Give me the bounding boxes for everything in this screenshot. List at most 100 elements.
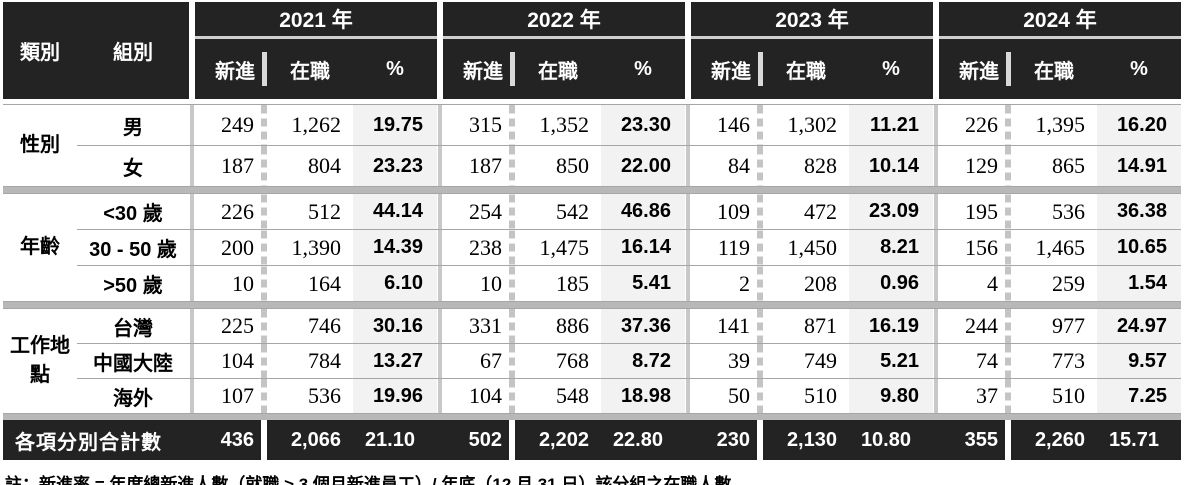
data-cell-percent: 9.57 [1097,343,1181,379]
data-cell-percent: 44.14 [353,193,437,230]
data-cell-percent: 18.98 [601,378,685,414]
table-row-china: 中國大陸 104 784 13.27 67 768 8.72 39 749 5.… [3,343,1181,379]
data-cell: 1,390 [267,229,353,266]
data-cell: 1,395 [1011,104,1097,146]
data-cell: 746 [267,308,353,344]
table-row-30to50: 30 - 50 歲 200 1,390 14.39 238 1,475 16.1… [3,229,1181,266]
data-cell: 472 [763,193,849,230]
data-cell: 225 [195,308,261,344]
data-cell: 1,465 [1011,229,1097,266]
data-cell: 208 [763,265,849,302]
data-cell: 1,475 [515,229,601,266]
data-cell: 1,262 [267,104,353,146]
data-cell-percent: 24.97 [1097,308,1181,344]
category-column-header: 類別 [20,42,60,64]
section-divider [3,413,1181,420]
data-cell: 804 [267,145,353,187]
data-cell: 37 [939,378,1005,414]
group-cell: 台灣 [77,308,189,344]
year-block-gap [189,2,195,99]
year-block-gap [933,2,939,99]
data-cell: 10 [195,265,261,302]
table-row-male: 性別 男 249 1,262 19.75 315 1,352 23.30 146… [3,104,1181,187]
data-cell: 4 [939,265,1005,302]
data-cell: 1,352 [515,104,601,146]
data-cell: 195 [939,193,1005,230]
header-sub-row: 新進 在職 % 新進 在職 % 新進 在職 % 新進 在職 % [3,37,1181,99]
data-cell: 315 [443,104,509,146]
total-cell: 230 [691,420,757,460]
group-cell: <30 歲 [77,193,189,230]
data-cell: 146 [691,104,757,146]
data-cell-percent: 22.00 [601,145,685,187]
data-cell: 104 [195,343,261,379]
category-cell-location: 工作地點 [3,308,77,414]
group-column-header: 組別 [113,42,153,64]
table-row-over50: >50 歲 10 164 6.10 10 185 5.41 2 208 0.96… [3,265,1181,302]
data-cell-percent: 23.09 [849,193,933,230]
data-cell: 185 [515,265,601,302]
table-row-taiwan: 工作地點 台灣 225 746 30.16 331 886 37.36 141 … [3,308,1181,414]
data-cell: 226 [939,104,1005,146]
data-cell: 238 [443,229,509,266]
data-cell-percent: 7.25 [1097,378,1181,414]
totals-row: 各項分別合計數 436 2,066 21.10 502 2,202 22.80 … [3,420,1181,460]
data-cell: 104 [443,378,509,414]
data-cell: 773 [1011,343,1097,379]
group-cell: >50 歲 [77,265,189,302]
data-cell: 109 [691,193,757,230]
subheader-new-hires: 新進 [195,37,261,99]
data-cell: 129 [939,145,1005,187]
subheader-employed: 在職 [1011,37,1097,99]
data-cell: 542 [515,193,601,230]
total-cell: 21.10 [353,420,437,460]
data-cell: 119 [691,229,757,266]
total-cell: 2,130 [763,420,849,460]
year-header-2022: 2022 年 [443,2,685,39]
subheader-divider [1005,37,1011,99]
group-cell: 男 [77,104,189,146]
data-cell: 548 [515,378,601,414]
table-row-under30: 年齡 <30 歲 226 512 44.14 254 542 46.86 109… [3,193,1181,302]
data-cell-percent: 5.41 [601,265,685,302]
data-cell-percent: 10.14 [849,145,933,187]
data-cell-percent: 23.30 [601,104,685,146]
subheader-percent: % [1097,37,1181,99]
data-cell-percent: 23.23 [353,145,437,187]
data-cell-percent: 6.10 [353,265,437,302]
section-divider [3,186,1181,194]
data-cell: 156 [939,229,1005,266]
subheader-new-hires: 新進 [691,37,757,99]
group-cell: 海外 [77,378,189,414]
data-cell: 536 [1011,193,1097,230]
year-header-2023: 2023 年 [691,2,933,39]
data-cell: 74 [939,343,1005,379]
data-cell-percent: 16.20 [1097,104,1181,146]
subheader-percent: % [353,37,437,99]
subheader-new-hires: 新進 [939,37,1005,99]
data-cell: 67 [443,343,509,379]
total-cell: 10.80 [849,420,933,460]
data-cell-percent: 19.75 [353,104,437,146]
data-cell: 107 [195,378,261,414]
header-category-group-cell: 類別 組別 [3,2,189,99]
data-cell: 871 [763,308,849,344]
data-cell: 536 [267,378,353,414]
data-cell-percent: 14.39 [353,229,437,266]
data-cell: 187 [443,145,509,187]
data-cell: 510 [1011,378,1097,414]
subheader-employed: 在職 [267,37,353,99]
data-cell-percent: 16.14 [601,229,685,266]
subheader-employed: 在職 [515,37,601,99]
data-cell-percent: 19.96 [353,378,437,414]
subheader-employed: 在職 [763,37,849,99]
data-cell: 249 [195,104,261,146]
data-cell: 1,450 [763,229,849,266]
subheader-divider [509,37,515,99]
data-cell: 200 [195,229,261,266]
subheader-divider [261,37,267,99]
total-cell: 2,202 [515,420,601,460]
year-block-gap [685,2,691,99]
total-cell: 15.71 [1097,420,1181,460]
total-cell: 502 [443,420,509,460]
